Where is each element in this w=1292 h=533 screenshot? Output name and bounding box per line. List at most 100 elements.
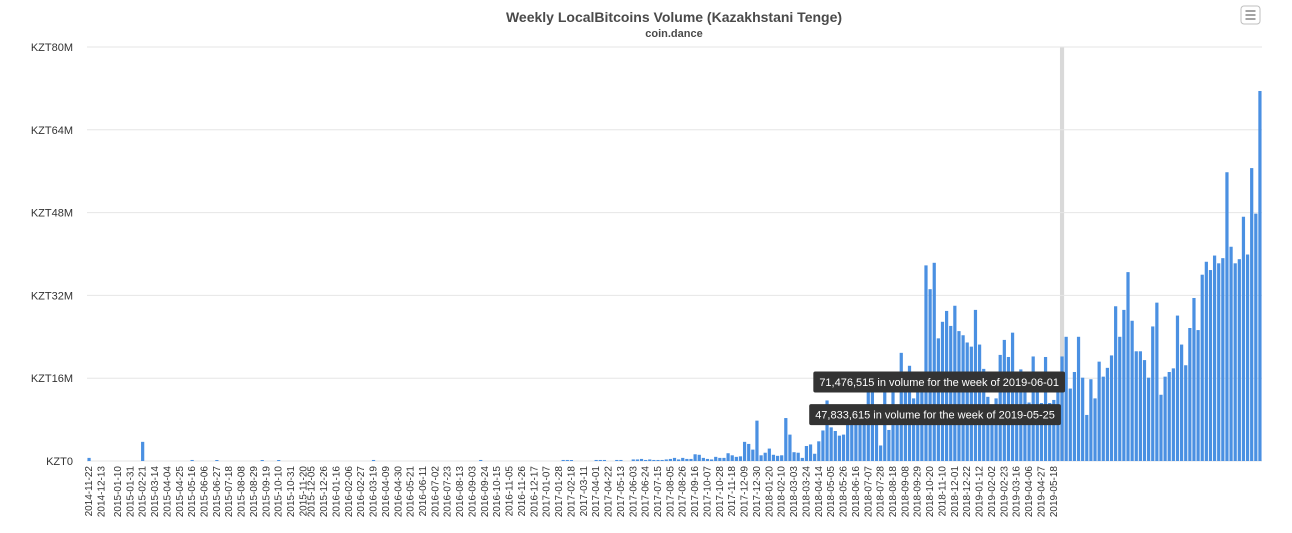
bar[interactable]: [569, 460, 574, 461]
bar[interactable]: [619, 459, 623, 461]
bar[interactable]: [1159, 394, 1163, 461]
bar[interactable]: [1085, 414, 1089, 461]
bar[interactable]: [1204, 261, 1208, 461]
bar[interactable]: [1221, 258, 1225, 461]
bar[interactable]: [792, 452, 796, 461]
bar[interactable]: [1241, 216, 1246, 461]
bar[interactable]: [895, 416, 899, 461]
bar[interactable]: [730, 455, 734, 461]
bar[interactable]: [1134, 351, 1138, 461]
bar[interactable]: [631, 459, 635, 461]
bar[interactable]: [594, 459, 598, 461]
bar[interactable]: [813, 453, 817, 461]
bar[interactable]: [1196, 330, 1200, 461]
bar[interactable]: [858, 410, 862, 461]
bar[interactable]: [1039, 403, 1044, 461]
bar[interactable]: [862, 414, 866, 461]
bar[interactable]: [709, 459, 714, 461]
bar[interactable]: [1225, 172, 1229, 462]
bar[interactable]: [990, 419, 994, 461]
bar[interactable]: [1109, 355, 1114, 461]
bar[interactable]: [751, 449, 755, 461]
bar[interactable]: [697, 454, 701, 461]
bar[interactable]: [986, 396, 990, 461]
bar[interactable]: [738, 456, 743, 461]
bar[interactable]: [891, 389, 895, 461]
bar[interactable]: [1027, 402, 1031, 461]
bar[interactable]: [701, 457, 705, 461]
bar[interactable]: [903, 391, 907, 461]
bar[interactable]: [371, 459, 376, 461]
bar-series[interactable]: [87, 90, 1262, 462]
bar[interactable]: [1147, 377, 1151, 461]
bar[interactable]: [190, 459, 194, 461]
bar[interactable]: [808, 444, 813, 461]
bar[interactable]: [635, 459, 640, 461]
bar[interactable]: [718, 457, 722, 461]
bar[interactable]: [829, 427, 833, 461]
bar[interactable]: [1105, 367, 1110, 461]
bar[interactable]: [1081, 377, 1085, 461]
bar[interactable]: [887, 429, 891, 461]
bar[interactable]: [854, 422, 858, 461]
bar[interactable]: [260, 460, 264, 461]
bar[interactable]: [1184, 365, 1188, 461]
bar[interactable]: [800, 457, 804, 461]
bar[interactable]: [767, 448, 771, 461]
bar[interactable]: [759, 455, 763, 461]
bar[interactable]: [1229, 246, 1233, 461]
bar[interactable]: [850, 413, 854, 461]
bar[interactable]: [977, 344, 982, 461]
bar[interactable]: [639, 458, 644, 461]
bar[interactable]: [1192, 297, 1196, 461]
bar[interactable]: [677, 459, 681, 461]
bar[interactable]: [775, 455, 780, 461]
bar[interactable]: [825, 400, 829, 461]
bar[interactable]: [771, 454, 776, 461]
bar[interactable]: [1217, 263, 1221, 461]
bar[interactable]: [833, 430, 837, 461]
bar[interactable]: [1245, 254, 1250, 461]
bar[interactable]: [1015, 390, 1019, 461]
bar[interactable]: [565, 459, 569, 461]
bar[interactable]: [1072, 371, 1077, 461]
bar[interactable]: [598, 459, 602, 461]
bar[interactable]: [1250, 168, 1254, 461]
bar[interactable]: [685, 458, 689, 461]
bar[interactable]: [734, 456, 738, 461]
bar[interactable]: [1142, 360, 1147, 461]
bar[interactable]: [837, 435, 842, 461]
bar[interactable]: [602, 459, 607, 461]
bar[interactable]: [1233, 263, 1237, 461]
bar[interactable]: [796, 452, 800, 461]
bar[interactable]: [841, 434, 846, 461]
bar[interactable]: [1151, 326, 1155, 461]
bar[interactable]: [742, 441, 747, 461]
bar[interactable]: [932, 262, 936, 461]
bar[interactable]: [994, 398, 998, 461]
bar[interactable]: [479, 459, 483, 461]
bar[interactable]: [277, 460, 281, 461]
bar[interactable]: [874, 416, 879, 461]
bar[interactable]: [1023, 391, 1027, 461]
bar[interactable]: [1237, 259, 1241, 461]
bar[interactable]: [965, 342, 969, 461]
bar[interactable]: [660, 459, 664, 461]
bar[interactable]: [1254, 213, 1258, 461]
bar[interactable]: [1208, 270, 1213, 461]
bar[interactable]: [949, 325, 953, 461]
bar[interactable]: [763, 452, 767, 461]
bar[interactable]: [681, 457, 685, 461]
bar[interactable]: [1101, 376, 1105, 461]
bar[interactable]: [936, 338, 940, 461]
bar[interactable]: [1179, 344, 1184, 461]
bar[interactable]: [747, 443, 751, 461]
bar[interactable]: [1097, 361, 1101, 461]
bar[interactable]: [87, 457, 91, 461]
bar[interactable]: [1130, 320, 1134, 461]
bar[interactable]: [804, 445, 809, 461]
bar[interactable]: [1212, 255, 1217, 461]
bar[interactable]: [1171, 368, 1175, 461]
bar[interactable]: [644, 459, 648, 461]
bar[interactable]: [693, 454, 697, 461]
